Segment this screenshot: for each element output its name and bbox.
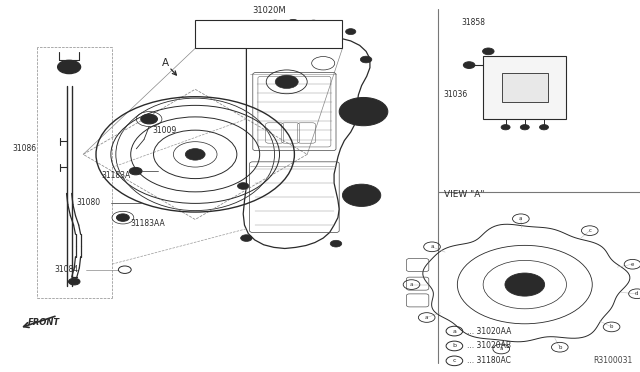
Text: b: b bbox=[452, 343, 456, 349]
Circle shape bbox=[328, 23, 338, 29]
Circle shape bbox=[141, 114, 157, 124]
Circle shape bbox=[330, 240, 342, 247]
Text: d: d bbox=[636, 291, 639, 296]
Text: 31084: 31084 bbox=[54, 265, 79, 274]
Circle shape bbox=[463, 62, 475, 68]
Circle shape bbox=[241, 34, 253, 41]
Circle shape bbox=[251, 23, 261, 29]
Text: 31020M: 31020M bbox=[252, 6, 285, 15]
Text: a: a bbox=[410, 282, 413, 287]
Circle shape bbox=[186, 149, 205, 160]
Circle shape bbox=[241, 235, 252, 241]
Text: c: c bbox=[452, 358, 456, 363]
Text: ... 31020AA: ... 31020AA bbox=[467, 327, 511, 336]
Circle shape bbox=[237, 183, 249, 189]
Text: 31080: 31080 bbox=[77, 198, 101, 207]
Circle shape bbox=[68, 278, 80, 285]
Bar bbox=[483, 56, 566, 119]
Text: 31183A: 31183A bbox=[101, 171, 131, 180]
Bar bbox=[195, 20, 342, 48]
Circle shape bbox=[520, 125, 529, 130]
Circle shape bbox=[129, 167, 142, 175]
Circle shape bbox=[116, 214, 129, 221]
Text: 31036: 31036 bbox=[444, 90, 468, 99]
Circle shape bbox=[308, 20, 319, 26]
Circle shape bbox=[275, 75, 298, 89]
Text: 31086: 31086 bbox=[13, 144, 37, 153]
Circle shape bbox=[63, 63, 76, 71]
Text: a: a bbox=[499, 346, 503, 352]
Text: ... 31180AC: ... 31180AC bbox=[467, 356, 511, 365]
Text: a: a bbox=[452, 328, 456, 334]
Circle shape bbox=[346, 29, 356, 35]
Circle shape bbox=[483, 48, 494, 55]
Circle shape bbox=[288, 19, 298, 25]
Text: 31858: 31858 bbox=[461, 18, 486, 27]
Bar bbox=[502, 73, 548, 102]
Circle shape bbox=[339, 97, 388, 126]
Text: b: b bbox=[558, 345, 561, 350]
Text: FRONT: FRONT bbox=[28, 318, 60, 327]
Text: a: a bbox=[430, 244, 434, 249]
Circle shape bbox=[505, 273, 545, 296]
Text: ... 31020AB: ... 31020AB bbox=[467, 341, 511, 350]
Text: e: e bbox=[631, 262, 634, 267]
Text: a: a bbox=[519, 216, 523, 221]
Text: A: A bbox=[161, 58, 169, 68]
Text: a: a bbox=[425, 315, 428, 320]
Text: 31183AA: 31183AA bbox=[131, 219, 165, 228]
Circle shape bbox=[58, 60, 81, 74]
Text: VIEW "A": VIEW "A" bbox=[444, 190, 484, 199]
Circle shape bbox=[270, 20, 280, 26]
Text: c: c bbox=[588, 228, 591, 233]
Text: 31009: 31009 bbox=[152, 126, 177, 135]
Circle shape bbox=[501, 125, 510, 130]
Circle shape bbox=[342, 184, 381, 206]
Circle shape bbox=[356, 107, 371, 116]
Circle shape bbox=[360, 56, 372, 63]
Circle shape bbox=[540, 125, 548, 130]
Text: R3100031: R3100031 bbox=[593, 356, 632, 365]
Text: b: b bbox=[610, 324, 613, 329]
